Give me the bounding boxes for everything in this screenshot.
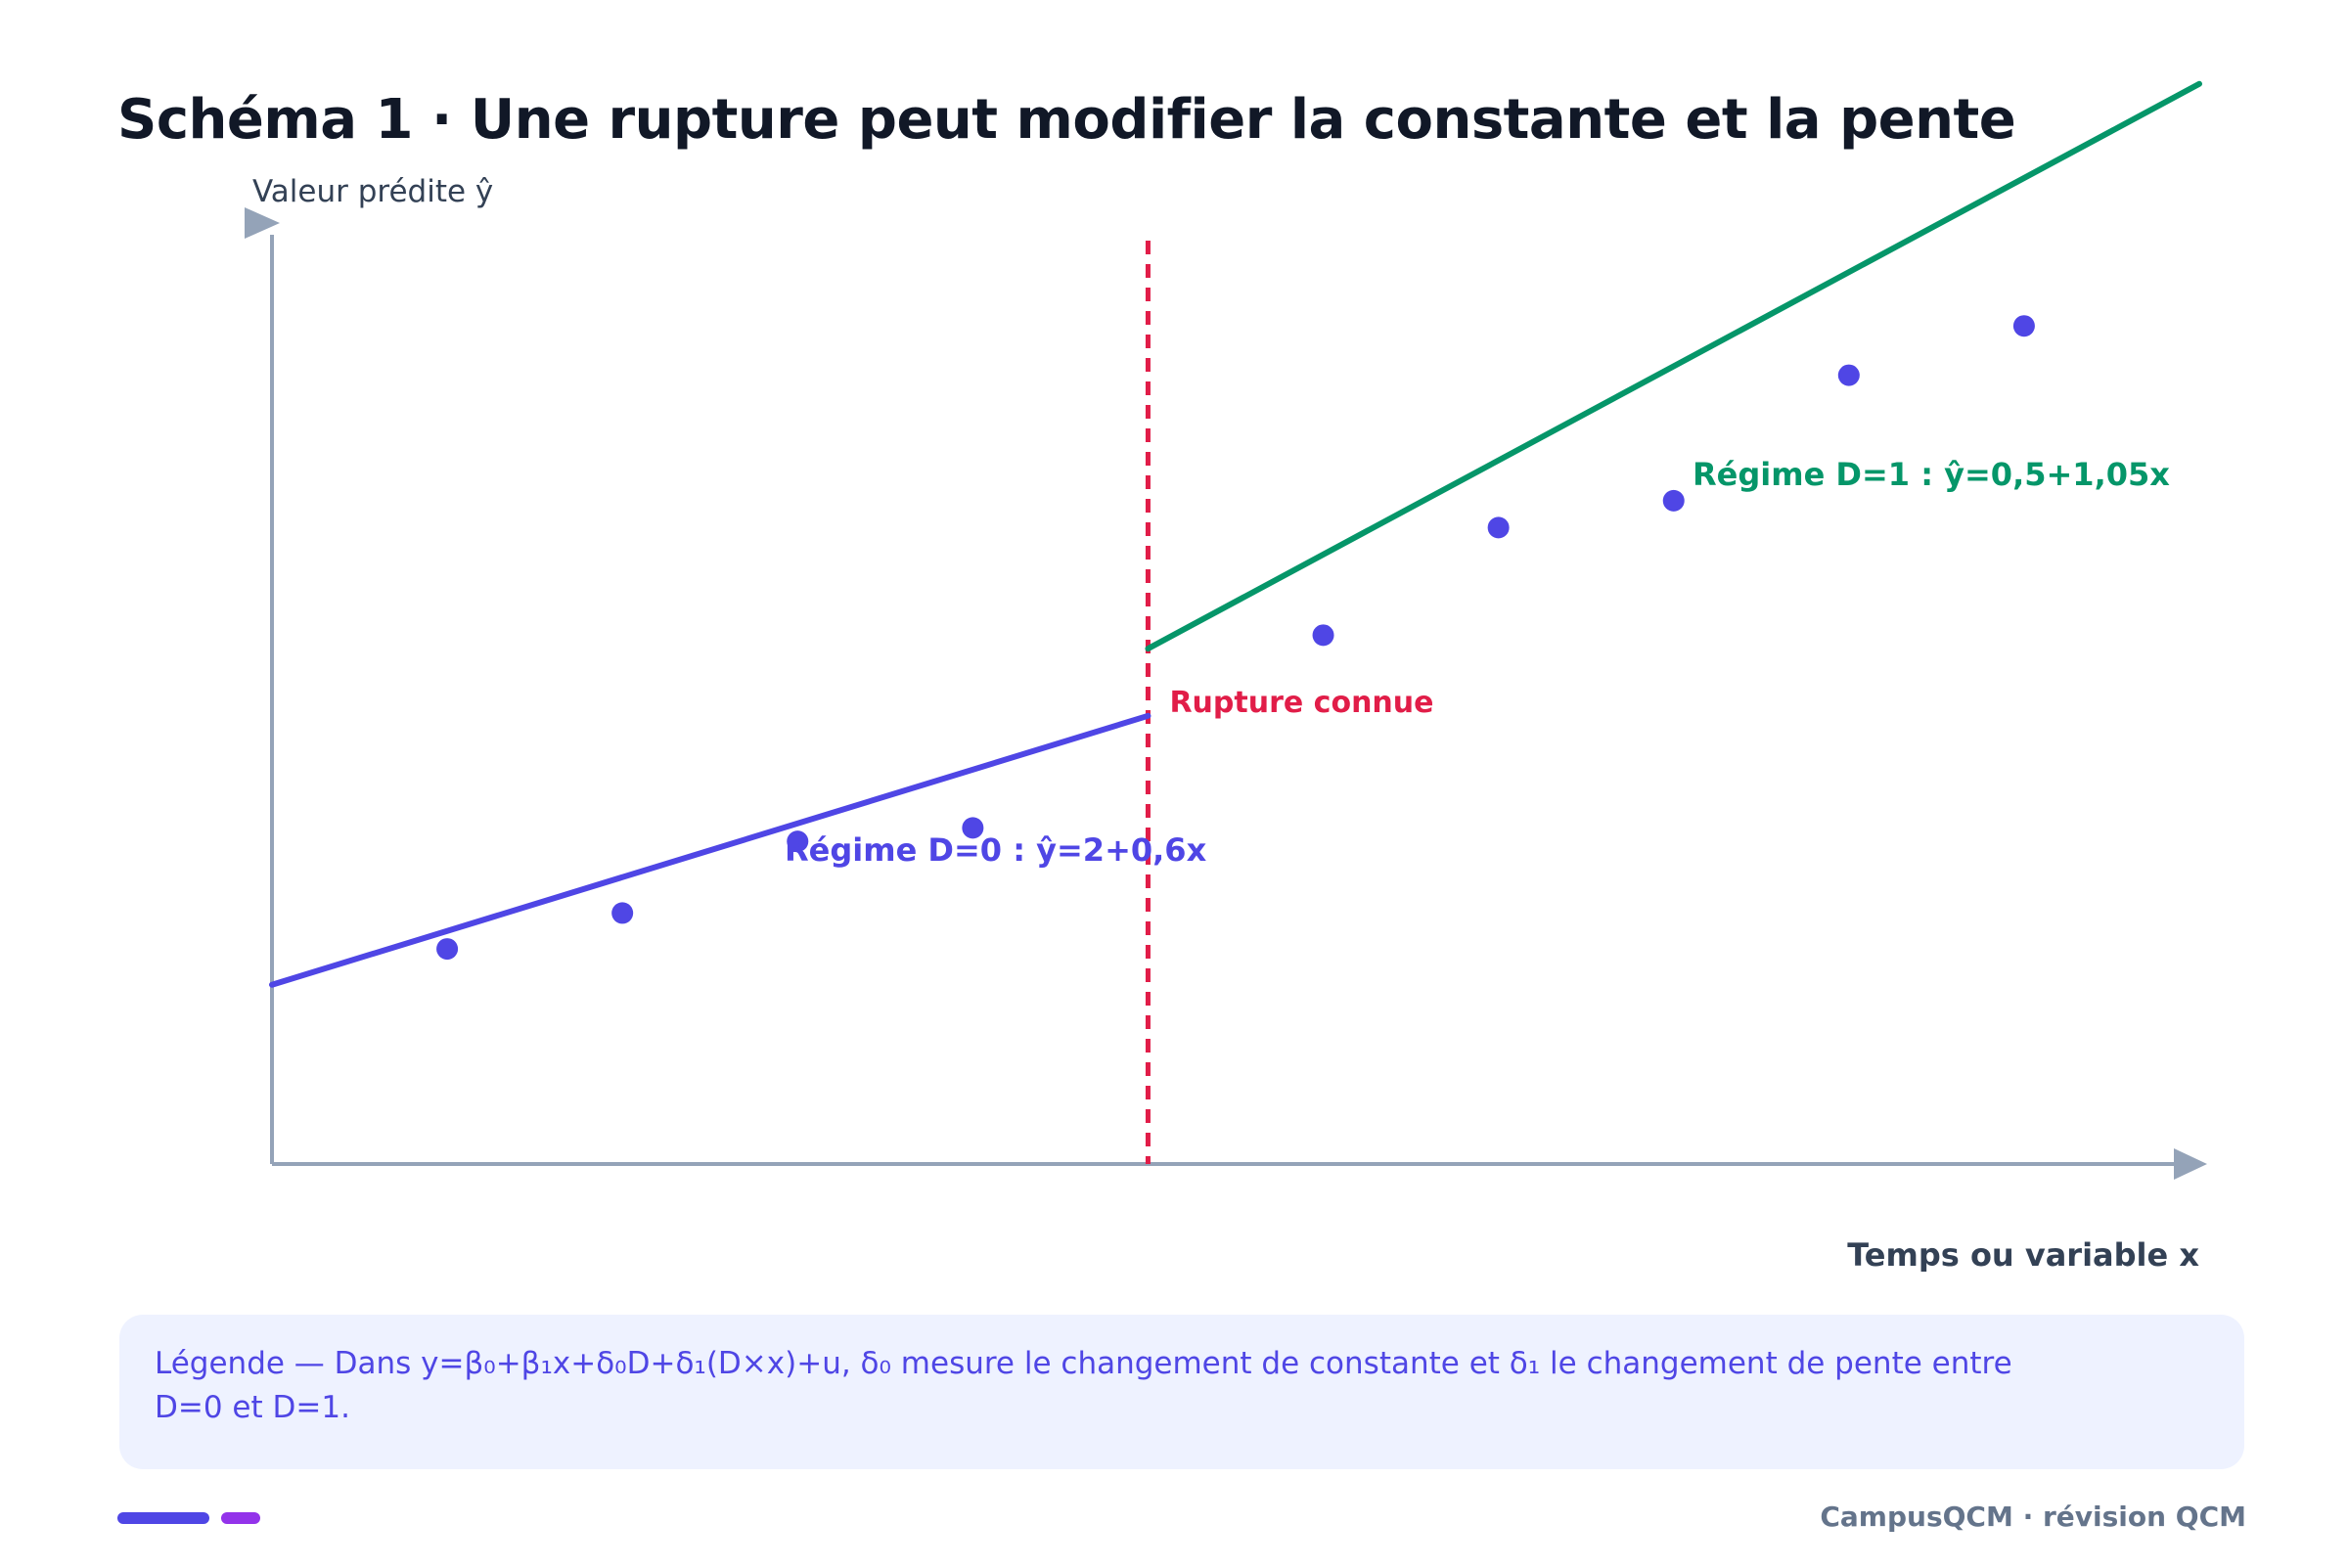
data-point — [1662, 489, 1685, 512]
chart: Valeur prédite ŷ Temps ou variable x Ruptu… — [245, 80, 2207, 1272]
series-label-regime0: Régime D=0 : ŷ=2+0,6x — [785, 831, 1207, 869]
data-point — [1487, 516, 1510, 539]
footer-accent-bar-secondary — [221, 1512, 260, 1524]
series-label-regime1: Régime D=1 : ŷ=0,5+1,05x — [1693, 456, 2170, 493]
x-axis-arrow — [2174, 1148, 2207, 1180]
footer-brand: CampusQCM · révision QCM — [1820, 1501, 2246, 1533]
break-label: Rupture connue — [1169, 686, 1433, 720]
x-axis-label: Temps ou variable x — [1847, 1236, 2199, 1272]
points-layer — [436, 315, 2035, 961]
footer-accent-bar-primary — [117, 1512, 209, 1524]
data-point — [436, 938, 459, 961]
data-point — [787, 830, 809, 853]
data-point — [962, 817, 984, 839]
labels-layer: Valeur prédite ŷ Temps ou variable x Ruptu… — [252, 174, 2199, 1272]
series-layer — [269, 80, 2202, 1164]
axes — [245, 207, 2207, 1180]
data-point — [1312, 624, 1334, 647]
y-axis-label: Valeur prédite ŷ — [252, 174, 493, 209]
data-point — [2012, 315, 2035, 337]
page-title: Schéma 1 · Une rupture peut modifier la … — [117, 88, 2016, 152]
legend-text: Légende — Dans y=β₀+β₁x+δ₀D+δ₁(D×x)+u, δ… — [155, 1346, 2012, 1425]
y-axis-arrow — [245, 207, 280, 239]
regime-line-0 — [269, 712, 1151, 988]
legend-box: Légende — Dans y=β₀+β₁x+δ₀D+δ₁(D×x)+u, δ… — [119, 1315, 2244, 1469]
data-point — [611, 902, 634, 924]
data-point — [1837, 364, 1860, 386]
regime-line-1 — [1145, 80, 2202, 652]
